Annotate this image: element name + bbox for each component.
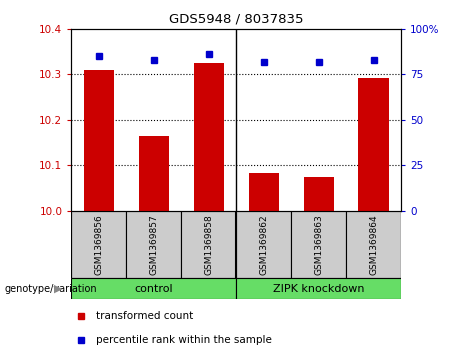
Bar [248,173,279,211]
Bar [346,211,401,278]
Text: GSM1369858: GSM1369858 [204,214,213,275]
Bar [291,211,346,278]
Text: GSM1369857: GSM1369857 [149,214,159,275]
Bar [236,278,401,299]
Bar [84,70,114,211]
Bar [194,63,224,211]
Bar [126,211,181,278]
Text: GSM1369856: GSM1369856 [95,214,103,275]
Bar [71,278,236,299]
Text: ZIPK knockdown: ZIPK knockdown [273,284,364,294]
Bar [71,211,126,278]
Text: GSM1369862: GSM1369862 [259,214,268,274]
Text: GSM1369864: GSM1369864 [369,214,378,274]
Text: percentile rank within the sample: percentile rank within the sample [96,335,272,346]
Text: transformed count: transformed count [96,311,194,321]
Text: GSM1369863: GSM1369863 [314,214,323,275]
Bar [359,78,389,211]
Bar [139,136,169,211]
Bar [303,178,334,211]
Bar [236,211,291,278]
Text: genotype/variation: genotype/variation [5,284,97,294]
Title: GDS5948 / 8037835: GDS5948 / 8037835 [169,12,303,25]
Text: control: control [135,284,173,294]
Bar [181,211,236,278]
Text: ▶: ▶ [54,284,62,294]
